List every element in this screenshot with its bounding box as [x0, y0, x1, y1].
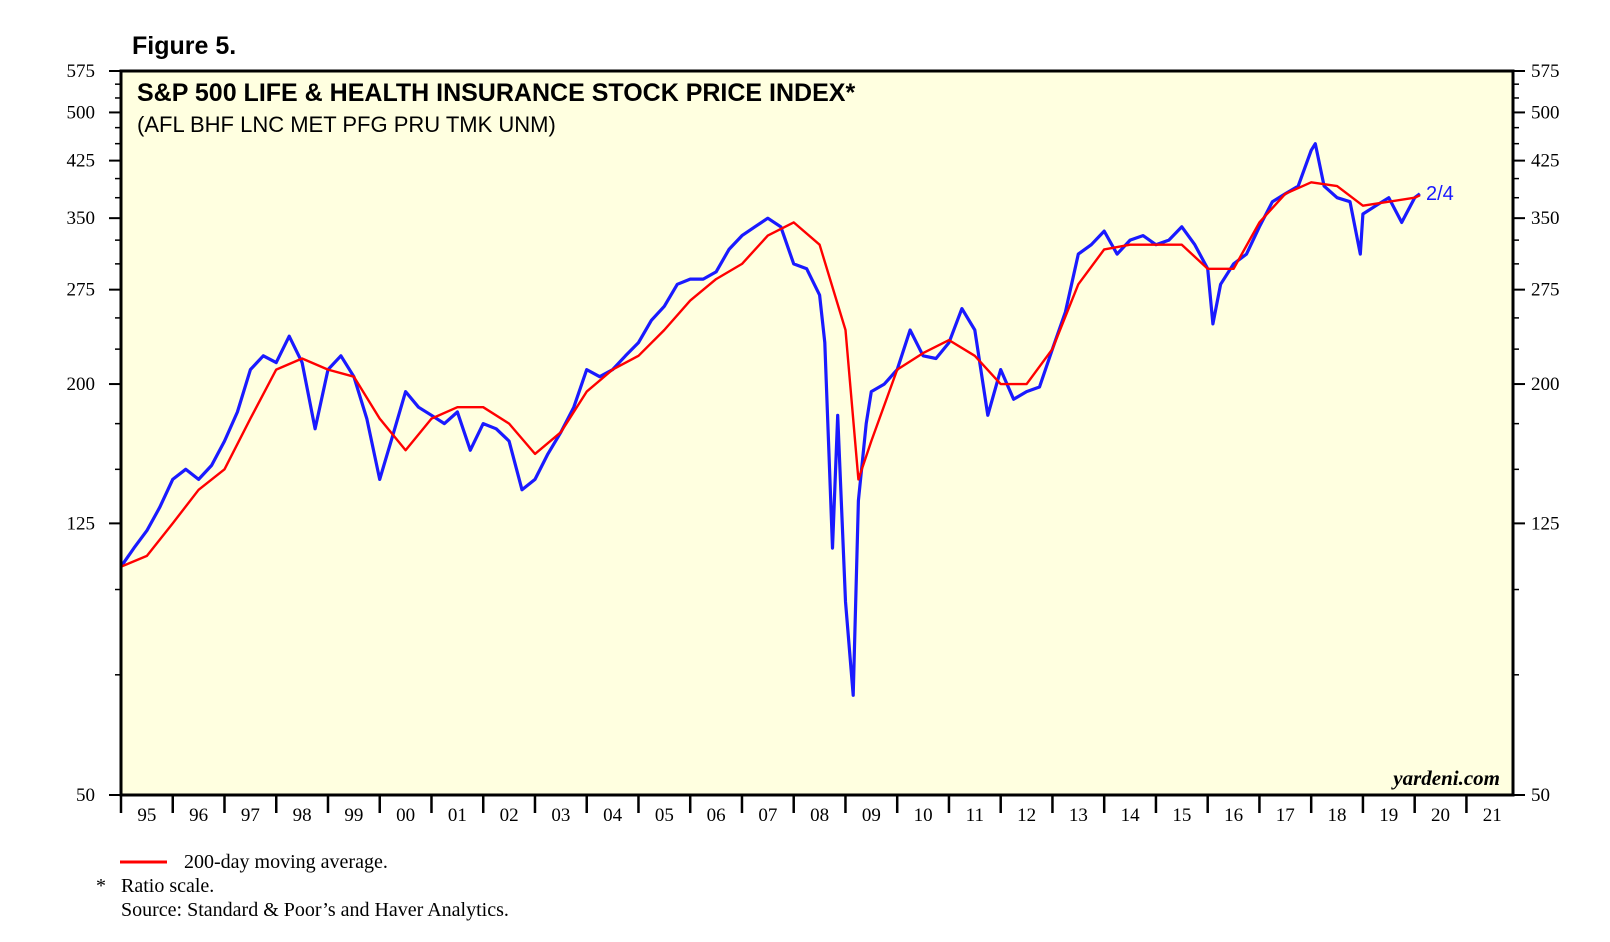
y-tick-label-right: 200 [1531, 374, 1560, 395]
watermark: yardeni.com [1390, 766, 1500, 790]
y-axis-right: 50 125 200 275 350 425 500 575 [1513, 61, 1560, 806]
x-tick-label: 04 [603, 805, 623, 826]
x-tick-label: 12 [1017, 805, 1036, 826]
x-tick-label: 18 [1328, 805, 1347, 826]
x-tick-label: 98 [293, 805, 312, 826]
x-tick-label: 99 [344, 805, 363, 826]
y-tick-label-right: 350 [1531, 208, 1560, 229]
x-tick-label: 07 [758, 805, 777, 826]
y-tick-label-right: 125 [1531, 513, 1560, 534]
x-tick-label: 13 [1069, 805, 1088, 826]
x-tick-label: 15 [1172, 805, 1191, 826]
x-tick-label: 16 [1224, 805, 1243, 826]
x-tick-label: 03 [551, 805, 570, 826]
figure-label: Figure 5. [132, 32, 236, 60]
y-tick-label-left: 575 [67, 61, 96, 82]
y-tick-label-left: 350 [67, 208, 96, 229]
chart-title: S&P 500 LIFE & HEALTH INSURANCE STOCK PR… [137, 79, 855, 107]
x-tick-label: 14 [1121, 805, 1141, 826]
x-tick-label: 20 [1431, 805, 1450, 826]
y-tick-label-left: 500 [67, 102, 96, 123]
y-tick-label-left: 275 [67, 280, 96, 301]
plot-area [121, 71, 1513, 795]
plot-frame [119, 69, 1515, 797]
x-tick-label: 10 [914, 805, 933, 826]
x-tick-label: 17 [1276, 805, 1295, 826]
x-tick-label: 96 [189, 805, 208, 826]
source-note: Source: Standard & Poor’s and Haver Anal… [121, 899, 509, 921]
y-tick-label-left: 425 [67, 151, 96, 172]
x-tick-label: 02 [500, 805, 519, 826]
chart-subtitle: (AFL BHF LNC MET PFG PRU TMK UNM) [137, 112, 556, 137]
y-tick-label-right: 425 [1531, 151, 1560, 172]
end-label: 2/4 [1426, 183, 1454, 205]
moving-average-line [121, 181, 1421, 568]
y-tick-label-left: 200 [67, 374, 96, 395]
y-tick-label-right: 500 [1531, 102, 1560, 123]
x-tick-label: 09 [862, 805, 881, 826]
x-tick-label: 01 [448, 805, 467, 826]
x-tick-label: 19 [1379, 805, 1398, 826]
x-tick-label: 21 [1483, 805, 1502, 826]
y-tick-label-left: 125 [67, 513, 96, 534]
y-tick-label-left: 50 [76, 785, 95, 806]
x-tick-label: 08 [810, 805, 829, 826]
x-tick-label: 97 [241, 805, 260, 826]
x-tick-label: 95 [137, 805, 156, 826]
y-axis-left: 50 125 200 275 350 425 500 575 [67, 61, 121, 806]
x-tick-label: 05 [655, 805, 674, 826]
x-axis: 95 96 97 98 99 00 01 02 03 04 05 06 07 08 09 10 11 12 13 14… [119, 795, 1502, 826]
x-tick-label: 00 [396, 805, 415, 826]
y-tick-label-right: 275 [1531, 280, 1560, 301]
y-tick-label-right: 50 [1531, 785, 1550, 806]
x-tick-label: 06 [707, 805, 726, 826]
ratio-scale-note: Ratio scale. [121, 875, 214, 897]
ratio-scale-star: * [96, 875, 106, 897]
legend-ma-label: 200-day moving average. [184, 851, 388, 873]
x-tick-label: 11 [966, 805, 984, 826]
y-tick-label-right: 575 [1531, 61, 1560, 82]
